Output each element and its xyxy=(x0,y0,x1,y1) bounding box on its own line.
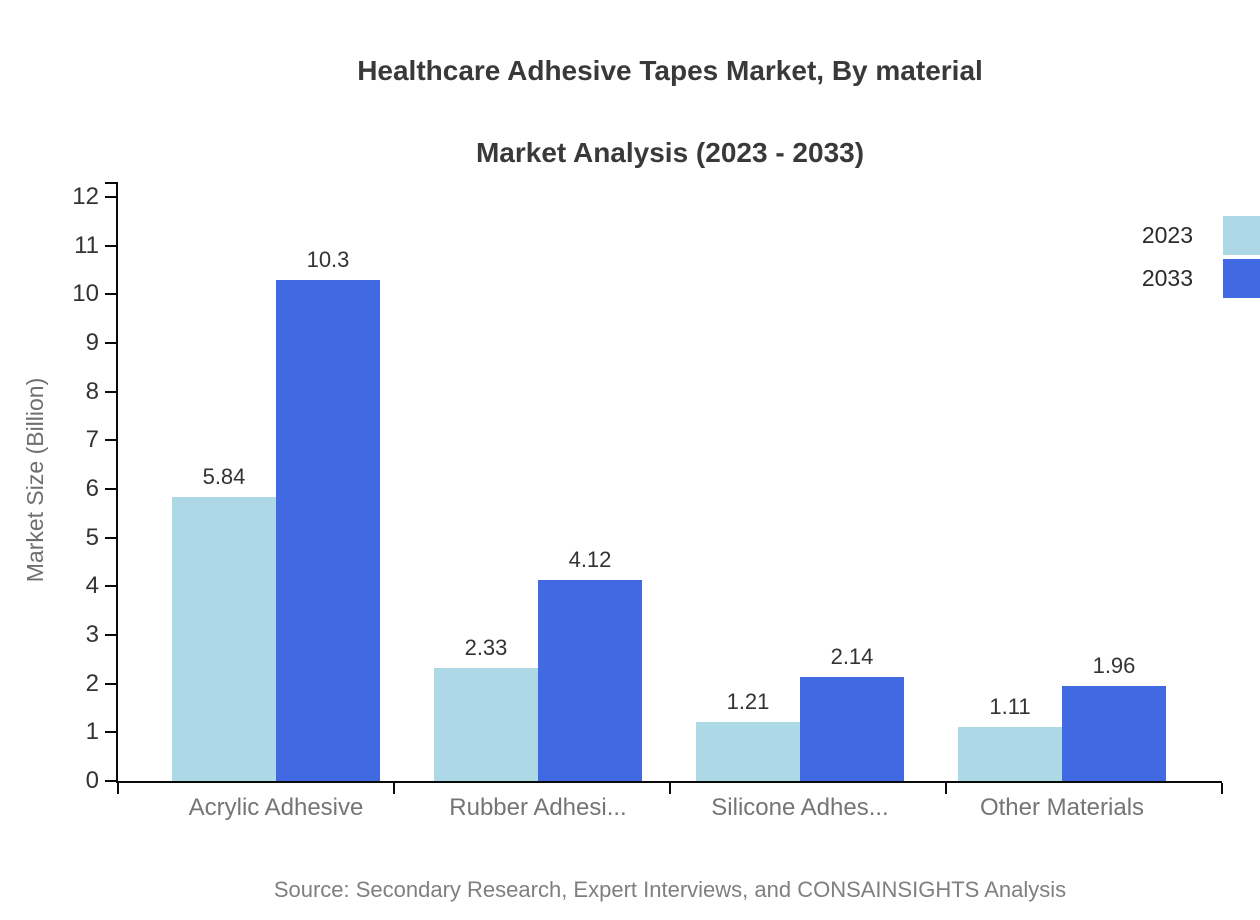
y-tick-label-10: 10 xyxy=(72,280,99,308)
x-axis-line xyxy=(116,781,1222,783)
y-tick-label-9: 9 xyxy=(85,329,99,356)
y-tick-label-4: 4 xyxy=(85,572,99,600)
x-tick-3 xyxy=(945,783,947,794)
y-tick-12 xyxy=(105,196,116,198)
y-tick-label-12: 12 xyxy=(72,183,99,210)
corner-mark-bottom-left xyxy=(0,898,16,914)
bar-2023-acrylic-adhesive xyxy=(172,496,276,781)
bar-value-2033-acrylic-adhesive: 10.3 xyxy=(306,246,350,272)
corner-mark-top-left xyxy=(28,7,44,23)
plot-area: 0 1 2 3 4 5 6 7 8 9 10 11 12 Acrylic Adhesive 5.84 10.3… xyxy=(72,182,1223,821)
bar-2023-rubber-adhesi xyxy=(434,667,538,781)
bar-value-2033-rubber-adhesi: 4.12 xyxy=(568,547,612,573)
bar-value-2033-other-materials: 1.96 xyxy=(1092,652,1136,678)
y-axis-line xyxy=(116,182,118,783)
category-label-acrylic-adhesive: Acrylic Adhesive xyxy=(188,794,364,821)
bar-value-2033-silicone-adhes: 2.14 xyxy=(830,643,874,669)
bar-2033-other-materials xyxy=(1062,685,1166,781)
y-tick-0 xyxy=(105,780,116,782)
source-note: Source: Secondary Research, Expert Inter… xyxy=(273,877,1067,902)
chart-title-line1: Healthcare Adhesive Tapes Market, By mat… xyxy=(357,55,983,86)
legend-swatch-2033 xyxy=(1223,259,1260,298)
legend-row-2033: 2033 xyxy=(1142,259,1260,298)
y-tick-5 xyxy=(105,536,116,539)
legend-label-2033: 2033 xyxy=(1141,265,1193,291)
bar-value-2023-acrylic-adhesive: 5.84 xyxy=(202,463,246,489)
x-tick-0 xyxy=(117,783,119,794)
bar-2033-silicone-adhes xyxy=(800,676,904,781)
bar-value-2023-silicone-adhes: 1.21 xyxy=(726,689,770,715)
bar-2033-acrylic-adhesive xyxy=(276,279,380,781)
y-tick-label-6: 6 xyxy=(85,475,99,502)
bar-2023-other-materials xyxy=(958,726,1062,781)
bar-2033-rubber-adhesi xyxy=(538,580,642,781)
y-tick-2 xyxy=(105,682,116,685)
y-tick-label-2: 2 xyxy=(85,669,99,697)
y-tick-label-11: 11 xyxy=(74,231,99,259)
y-tick-1 xyxy=(105,731,116,734)
x-tick-1 xyxy=(393,783,395,794)
y-tick-4 xyxy=(105,585,116,588)
y-tick-7 xyxy=(105,439,116,442)
legend-label-2023: 2023 xyxy=(1141,222,1193,248)
y-tick-6 xyxy=(105,488,116,490)
category-label-silicone-adhes: Silicone Adhes... xyxy=(711,794,889,821)
chart-title-line2: Market Analysis (2023 - 2033) xyxy=(475,137,865,168)
y-tick-label-8: 8 xyxy=(85,377,99,405)
y-tick-label-5: 5 xyxy=(85,523,99,551)
x-tick-4 xyxy=(1221,783,1223,794)
y-tick-label-3: 3 xyxy=(85,621,99,648)
legend-swatch-2023 xyxy=(1223,216,1260,255)
y-tick-label-1: 1 xyxy=(85,718,99,746)
y-tick-label-7: 7 xyxy=(85,426,99,454)
y-tick-10 xyxy=(105,293,116,296)
y-tick-8 xyxy=(105,390,116,393)
category-label-rubber-adhesi: Rubber Adhesi... xyxy=(449,794,627,821)
y-tick-11 xyxy=(105,244,116,247)
x-tick-2 xyxy=(669,783,671,794)
y-tick-label-0: 0 xyxy=(85,767,99,794)
y-tick-9 xyxy=(105,342,116,344)
bar-value-2023-other-materials: 1.11 xyxy=(989,693,1031,719)
chart-title: Healthcare Adhesive Tapes Market, By mat… xyxy=(118,50,1222,173)
y-axis-top-cap-tick xyxy=(105,182,116,184)
legend-row-2023: 2023 xyxy=(1142,216,1260,255)
bar-value-2023-rubber-adhesi: 2.33 xyxy=(464,634,508,660)
category-label-other-materials: Other Materials xyxy=(979,794,1145,821)
legend: 2023 2033 xyxy=(1142,216,1260,302)
y-tick-3 xyxy=(105,634,116,636)
bar-2023-silicone-adhes xyxy=(696,722,800,781)
